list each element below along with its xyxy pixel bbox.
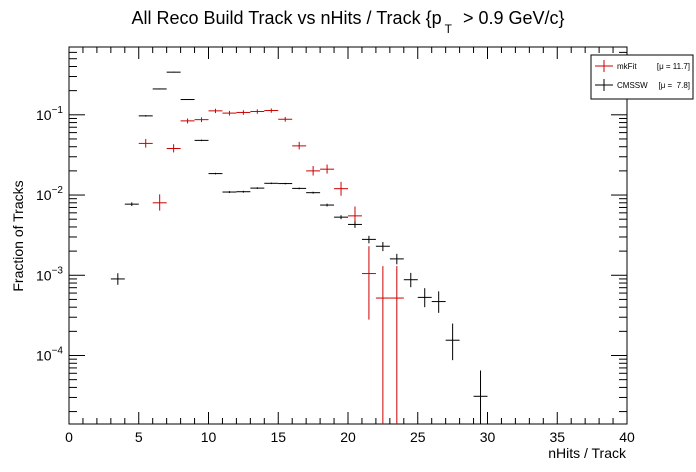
data-point: [194, 139, 209, 142]
legend-label: mkFit: [617, 62, 637, 71]
y-tick-exponent: −4: [52, 345, 64, 356]
series-layer: [110, 71, 488, 424]
legend-label: CMSSW: [617, 81, 648, 90]
data-point: [473, 370, 488, 424]
data-point: [292, 141, 307, 150]
data-point: [292, 187, 307, 190]
title-tail: > 0.9 GeV/c}: [463, 8, 565, 28]
data-point: [110, 273, 125, 285]
data-point: [334, 181, 348, 196]
x-tick-label: 25: [410, 429, 426, 445]
data-point: [348, 221, 362, 228]
data-point: [138, 138, 153, 148]
data-point: [389, 253, 404, 265]
data-point: [417, 288, 432, 308]
x-tick-label: 35: [549, 429, 565, 445]
series-cmssw: [110, 71, 488, 424]
data-point: [152, 194, 167, 211]
y-tick-exponent: −3: [52, 265, 64, 276]
data-point: [166, 71, 181, 73]
x-tick-label: 20: [340, 429, 356, 445]
data-point: [222, 191, 237, 194]
x-tick-label: 30: [480, 429, 496, 445]
data-point: [278, 116, 293, 122]
data-point: [250, 187, 265, 189]
data-point: [180, 118, 195, 124]
data-point: [389, 266, 404, 424]
data-point: [138, 115, 153, 117]
x-tick-label: 15: [270, 429, 286, 445]
data-point: [166, 144, 181, 153]
x-tick-label: 5: [135, 429, 143, 445]
data-point: [361, 235, 376, 244]
chart-title: All Reco Build Track vs nHits / Track {p…: [131, 8, 564, 36]
data-point: [124, 202, 139, 206]
legend: mkFit [μ = 11.7] CMSSW [μ = 7.8]: [590, 54, 694, 100]
title-main: All Reco Build Track vs nHits / Track {p: [131, 8, 441, 28]
data-point: [306, 191, 321, 194]
data-point: [278, 182, 293, 185]
data-point: [152, 88, 167, 90]
y-tick-base: 10: [36, 267, 52, 283]
x-tick-label: 40: [619, 429, 635, 445]
data-point: [250, 109, 265, 114]
x-axis-label: nHits / Track: [548, 445, 627, 461]
y-tick-label: 10−1: [36, 105, 63, 123]
x-tick-label: 10: [201, 429, 217, 445]
legend-stat: [μ = 11.7]: [657, 62, 690, 71]
y-tick-label: 10−2: [36, 185, 63, 203]
data-point: [403, 272, 418, 288]
data-point: [194, 117, 209, 123]
y-tick-exponent: −1: [52, 105, 64, 116]
y-tick-label: 10−3: [36, 265, 63, 283]
plot-frame: [68, 46, 628, 425]
data-point: [445, 323, 460, 361]
data-point: [208, 108, 223, 114]
data-point: [236, 110, 251, 115]
data-point: [375, 241, 390, 252]
y-tick-exponent: −2: [52, 185, 64, 196]
y-axis-label: Fraction of Tracks: [10, 180, 26, 291]
data-point: [236, 190, 251, 193]
data-point: [431, 291, 446, 313]
legend-box: [590, 54, 694, 100]
data-point: [334, 215, 348, 220]
legend-entry-mkfit: mkFit [μ = 11.7]: [595, 60, 690, 72]
data-point: [361, 246, 376, 320]
data-point: [375, 266, 390, 424]
title-subscript: T: [445, 22, 453, 36]
x-tick-label: 0: [65, 429, 73, 445]
y-tick-label: 10−4: [36, 345, 63, 363]
legend-stat: [μ = 7.8]: [658, 81, 690, 90]
y-tick-base: 10: [36, 347, 52, 363]
data-point: [208, 172, 223, 175]
data-point: [320, 164, 335, 174]
data-point: [264, 182, 279, 185]
y-tick-base: 10: [36, 187, 52, 203]
series-mkfit: [138, 108, 404, 424]
legend-entry-cmssw: CMSSW [μ = 7.8]: [595, 79, 690, 91]
data-point: [264, 108, 279, 113]
data-point: [222, 110, 237, 116]
data-point: [320, 203, 335, 207]
data-point: [180, 99, 195, 101]
data-point: [306, 166, 321, 176]
y-tick-base: 10: [36, 107, 52, 123]
